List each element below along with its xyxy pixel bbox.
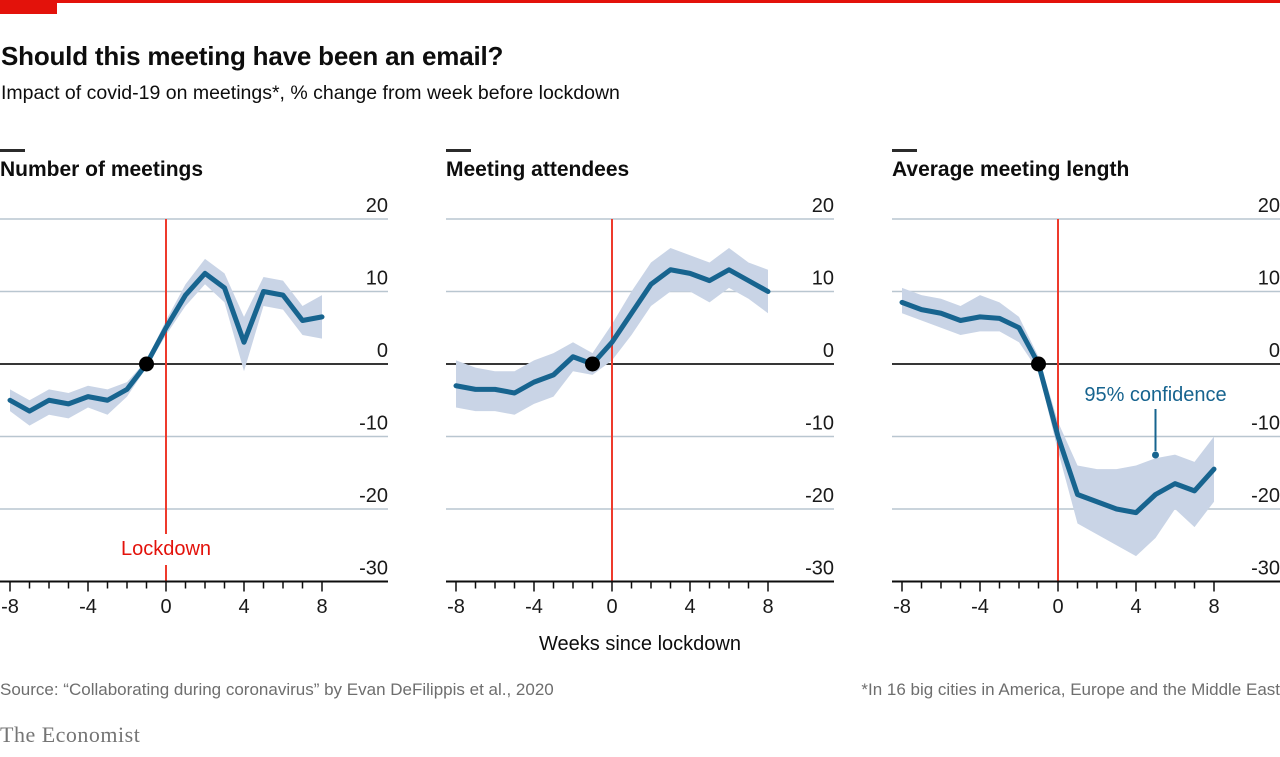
y-tick-label: -30 <box>359 558 388 580</box>
series-line <box>899 299 1217 516</box>
panel-title: Average meeting length <box>892 158 1130 181</box>
y-tick-label: -20 <box>805 485 834 507</box>
x-tick-label: -4 <box>971 596 989 618</box>
meeting-attendees-chart: 20 10 0 -10 -20 -30 -8 -4 0 4 8 <box>446 195 834 618</box>
y-tick-label: -10 <box>805 413 834 435</box>
x-tick-label: -8 <box>447 596 465 618</box>
y-tick-label: -10 <box>1251 413 1280 435</box>
x-tick-label: -8 <box>893 596 911 618</box>
y-tick-label: 20 <box>812 195 834 217</box>
x-tick-label: -4 <box>525 596 543 618</box>
economist-brand-logo: The Economist <box>0 722 141 747</box>
x-axis-label: Weeks since lockdown <box>539 633 741 655</box>
y-tick-label: 20 <box>366 195 388 217</box>
annotation-label: 95% confidence <box>1084 384 1226 406</box>
y-tick-label: -30 <box>805 558 834 580</box>
panel-number-of-meetings: Number of meetings 20 10 0 -10 -20 -30 Lockdow… <box>0 149 388 621</box>
reference-dot <box>1031 356 1046 372</box>
y-tick-label: 10 <box>366 268 388 290</box>
x-tick-label: 8 <box>1208 596 1219 618</box>
x-tick-label: 8 <box>762 596 773 618</box>
economist-red-tab <box>0 3 57 14</box>
confidence-band <box>10 258 322 426</box>
y-tick-label: 10 <box>812 268 834 290</box>
x-tick-label: -4 <box>79 596 97 618</box>
top-red-rule <box>0 0 1280 3</box>
charts-row: Number of meetings 20 10 0 -10 -20 -30 Lockdow… <box>0 149 1280 621</box>
y-tick-label: 0 <box>823 340 834 362</box>
annotation-pointer-dot <box>1152 451 1159 459</box>
y-tick-label: -30 <box>1251 558 1280 580</box>
panel-average-meeting-length: Average meeting length 20 10 0 -10 -20 -30 -8 -… <box>892 149 1280 621</box>
y-tick-label: 0 <box>377 340 388 362</box>
average-meeting-length-chart: 20 10 0 -10 -20 -30 -8 -4 0 4 8 95% confidence <box>892 195 1280 618</box>
panel-title: Number of meetings <box>0 158 204 181</box>
page-subtitle: Impact of covid-19 on meetings*, % chang… <box>1 82 620 104</box>
page-title: Should this meeting have been an email? <box>1 41 504 71</box>
y-tick-label: -20 <box>1251 485 1280 507</box>
reference-dot <box>585 356 600 372</box>
footnote-text: *In 16 big cities in America, Europe and… <box>861 680 1280 699</box>
y-tick-label: 20 <box>1258 195 1280 217</box>
y-tick-label: 10 <box>1258 268 1280 290</box>
series-line <box>7 270 325 414</box>
x-tick-label: 4 <box>1130 596 1141 618</box>
x-tick-label: 0 <box>160 596 171 618</box>
source-text: Source: “Collaborating during coronaviru… <box>0 680 554 699</box>
x-tick-label: 0 <box>1052 596 1063 618</box>
panel-meeting-attendees: Meeting attendees 20 10 0 -10 -20 -30 -8 -4 0 4 8 <box>446 149 834 621</box>
y-tick-label: 0 <box>1269 340 1280 362</box>
number-of-meetings-chart: 20 10 0 -10 -20 -30 Lockdown -8 -4 0 4 8 <box>0 195 388 618</box>
series-line <box>453 267 771 396</box>
panel-title: Meeting attendees <box>446 158 630 181</box>
footer: Source: “Collaborating during coronaviru… <box>0 680 1280 700</box>
panel-tick <box>892 149 917 152</box>
reference-dot <box>139 356 154 372</box>
x-tick-label: 8 <box>316 596 327 618</box>
x-tick-label: 4 <box>684 596 695 618</box>
y-tick-label: -10 <box>359 413 388 435</box>
panel-tick <box>446 149 471 152</box>
panel-tick <box>0 149 25 152</box>
x-tick-label: 0 <box>606 596 617 618</box>
lockdown-label: Lockdown <box>121 538 211 560</box>
x-tick-label: 4 <box>238 596 249 618</box>
y-tick-label: -20 <box>359 485 388 507</box>
x-tick-label: -8 <box>1 596 19 618</box>
